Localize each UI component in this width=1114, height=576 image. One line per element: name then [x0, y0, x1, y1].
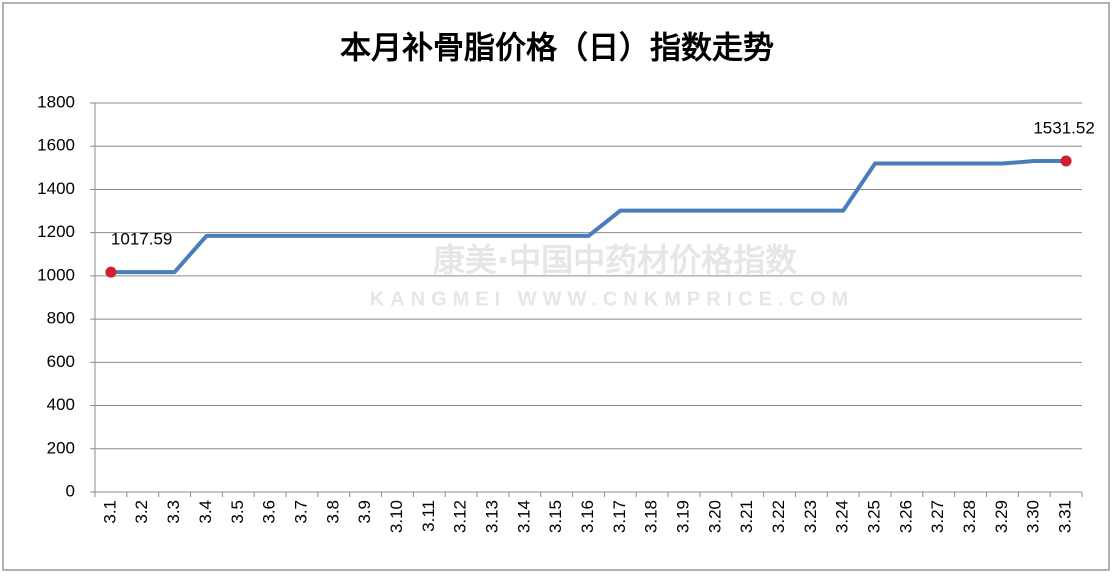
data-label: 1531.52 [1033, 119, 1094, 138]
x-tick-label: 3.5 [228, 500, 247, 524]
x-tick-label: 3.23 [801, 500, 820, 533]
x-tick-label: 3.9 [355, 500, 374, 524]
y-tick-label: 1000 [37, 265, 75, 284]
x-tick-label: 3.7 [291, 500, 310, 524]
x-tick-label: 3.21 [737, 500, 756, 533]
y-tick-label: 1600 [37, 136, 75, 155]
x-tick-label: 3.17 [610, 500, 629, 533]
x-tick-label: 3.20 [705, 500, 724, 533]
x-tick-label: 3.10 [387, 500, 406, 533]
x-tick-label: 3.18 [642, 500, 661, 533]
watermark: 康美·中国中药材价格指数 [433, 241, 798, 279]
x-tick-label: 3.12 [451, 500, 470, 533]
x-tick-label: 3.26 [896, 500, 915, 533]
chart-title: 本月补骨脂价格（日）指数走势 [340, 31, 774, 67]
x-tick-label: 3.8 [323, 500, 342, 524]
x-tick-label: 3.1 [100, 500, 119, 524]
x-tick-label: 3.11 [419, 500, 438, 532]
y-tick-label: 200 [47, 438, 75, 457]
y-tick-label: 1200 [37, 222, 75, 241]
line [110, 159, 1067, 275]
x-tick-label: 3.25 [865, 500, 884, 533]
watermark: KANGMEI WWW.CNKMPRICE.COM [370, 288, 854, 310]
x-tick-label: 3.14 [514, 500, 533, 533]
x-tick-label: 3.19 [674, 500, 693, 533]
x-tick-label: 3.22 [769, 500, 788, 533]
x-tick-label: 3.29 [992, 500, 1011, 533]
x-tick-label: 3.24 [833, 500, 852, 533]
x-tick-label: 3.3 [164, 500, 183, 524]
y-tick-label: 600 [47, 352, 75, 371]
x-tick-label: 3.31 [1056, 500, 1075, 533]
point-marker [1060, 155, 1072, 167]
x-tick-label: 3.13 [482, 500, 501, 533]
x-tick-label: 3.16 [578, 500, 597, 533]
y-tick-label: 400 [47, 395, 75, 414]
data-label: 1017.59 [111, 230, 172, 249]
x-tick-label: 3.2 [132, 500, 151, 524]
y-tick-label: 0 [66, 481, 75, 500]
x-tick-label: 3.30 [1024, 500, 1043, 533]
x-tick-label: 3.15 [546, 500, 565, 533]
point-marker [105, 266, 117, 278]
x-tick-label: 3.27 [928, 500, 947, 533]
x-tick-label: 3.4 [196, 500, 215, 524]
x-tick-label: 3.28 [960, 500, 979, 533]
y-tick-label: 1800 [37, 92, 75, 111]
y-tick-label: 800 [47, 309, 75, 328]
x-tick-label: 3.6 [260, 500, 279, 524]
y-tick-label: 1400 [37, 179, 75, 198]
